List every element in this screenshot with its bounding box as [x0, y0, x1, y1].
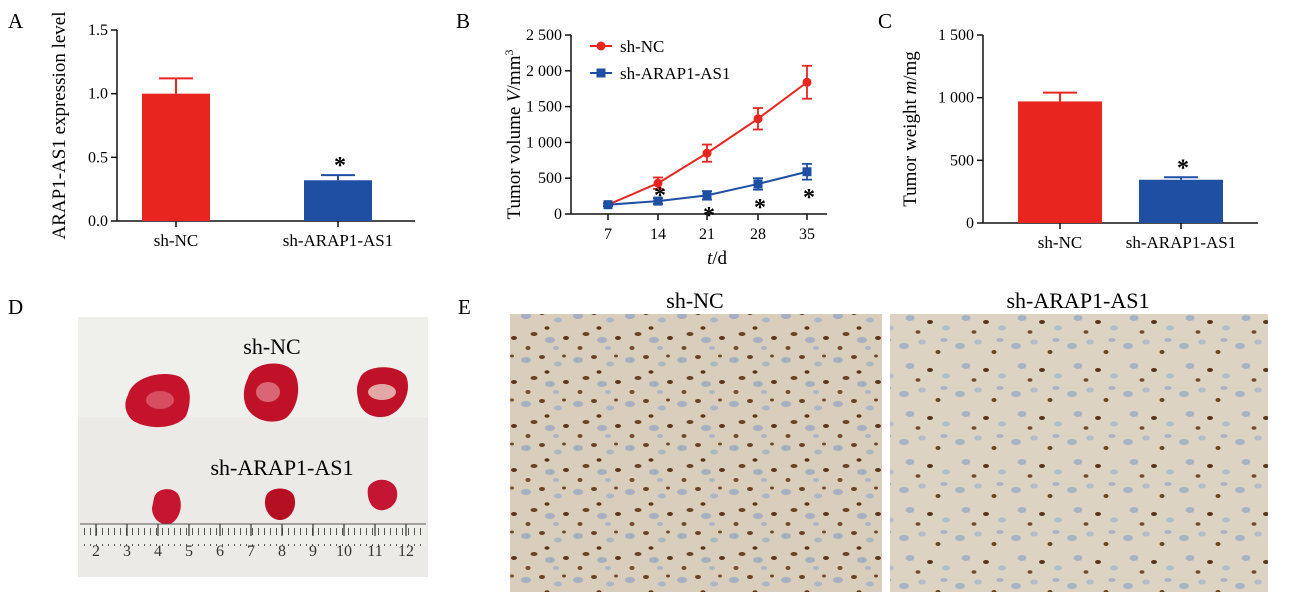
- chart-b-x-axis-label: t/d: [707, 248, 728, 269]
- chart-b-significance-4: *: [803, 185, 815, 211]
- chart-b-y-tick-label: 1 500: [526, 99, 562, 116]
- chart-b-y-label-sup: 3: [502, 50, 516, 56]
- panel-letter-a: A: [8, 9, 24, 33]
- chart-b-x-label-unit: /d: [712, 248, 727, 269]
- ruler-number: 12: [398, 543, 414, 560]
- ruler-number: 6: [216, 543, 224, 560]
- tumor-photo: sh-NC sh-ARAP1-AS1 2 3 4 5 6 7 8 9 10 11 12: [78, 317, 428, 577]
- chart-b-legend-label-1: sh-ARAP1-AS1: [620, 64, 731, 83]
- ruler-number: 5: [185, 543, 193, 560]
- histology-label-sh-nc: sh-NC: [666, 288, 723, 313]
- chart-a-y-tick-label: 1.5: [88, 22, 108, 39]
- chart-b-y-tick-label: 0: [554, 206, 562, 223]
- chart-a: 0.0 0.5 1.0 1.5 sh-NC sh-ARAP1-AS1 * ARAP1-AS1 …: [49, 12, 415, 250]
- histology-image-sh-nc: [510, 314, 882, 592]
- tumor-arap-2: [264, 488, 296, 520]
- histology-label-sh-arap1-as1: sh-ARAP1-AS1: [1006, 288, 1149, 313]
- chart-c-y-label-prefix: Tumor weight: [900, 95, 921, 207]
- chart-b-point-1-0: [603, 200, 613, 210]
- chart-c: 0 500 1 000 1 500 sh-NC sh-ARAP1-AS1 * Tumor we…: [900, 27, 1258, 252]
- chart-c-y-tick-label: 1 500: [938, 27, 974, 44]
- chart-a-category-label: sh-NC: [154, 231, 198, 250]
- panel-letter-b: B: [456, 9, 470, 33]
- chart-b-point-0-4: [802, 77, 812, 87]
- chart-b-point-1-4: [802, 167, 812, 177]
- ruler-number: 8: [278, 543, 286, 560]
- chart-b-y-label-unit: /mm: [504, 55, 525, 90]
- histology-image-sh-arap1-as1: [890, 314, 1268, 592]
- chart-b-significance-3: *: [754, 195, 766, 221]
- chart-b-point-0-3: [753, 114, 763, 124]
- chart-b-x-tick-label: 21: [699, 226, 715, 243]
- chart-b-x-tick-label: 7: [604, 226, 612, 243]
- chart-a-y-tick-label: 0.5: [88, 149, 108, 166]
- chart-b-y-tick-label: 2 500: [526, 27, 562, 44]
- chart-b-legend-marker-1: [596, 68, 606, 78]
- chart-a-bar-1: [304, 180, 372, 221]
- chart-b-significance-1: *: [654, 183, 666, 209]
- chart-b-point-1-3: [753, 179, 763, 189]
- chart-b-y-tick-label: 500: [538, 170, 562, 187]
- ruler-numbers: 2 3 4 5 6 7 8 9 10 11 12: [92, 524, 414, 560]
- chart-b-y-axis-label: Tumor volume V/mm3: [502, 50, 525, 220]
- chart-b-y-label-var: V: [504, 88, 525, 102]
- ruler-number: 10: [336, 543, 352, 560]
- chart-b-point-0-1: [653, 178, 663, 188]
- chart-b-point-0-2: [702, 148, 712, 158]
- chart-a-y-tick-label: 0.0: [88, 213, 108, 230]
- chart-c-y-label-unit: /mg: [900, 51, 921, 81]
- chart-b-y-tick-label: 1 000: [526, 134, 562, 151]
- ruler-number: 11: [367, 543, 382, 560]
- chart-b-y-label-prefix: Tumor volume: [504, 102, 525, 220]
- ruler-number: 3: [123, 543, 131, 560]
- tumor-arap-3: [367, 479, 398, 511]
- tumor-arap-1: [152, 489, 181, 525]
- chart-b-x-tick-label: 35: [799, 226, 815, 243]
- ruler-number: 2: [92, 543, 100, 560]
- chart-c-bar-1: [1139, 179, 1223, 223]
- ruler: [80, 524, 426, 546]
- chart-c-y-tick-label: 0: [966, 215, 974, 232]
- photo-label-sh-nc: sh-NC: [243, 334, 300, 359]
- chart-c-y-label-var: m: [900, 81, 921, 95]
- chart-b-x-tick-label: 28: [750, 226, 766, 243]
- chart-a-significance-1: *: [334, 153, 346, 179]
- ruler-number: 7: [247, 543, 255, 560]
- chart-b-x-label-var: t: [707, 248, 713, 269]
- ruler-number: 4: [154, 543, 162, 560]
- chart-b-point-1-2: [702, 190, 712, 200]
- chart-b-series-line-0: [607, 81, 808, 206]
- panel-letter-e: E: [458, 295, 471, 319]
- chart-c-category-label: sh-NC: [1038, 233, 1082, 252]
- chart-c-y-axis-label: Tumor weight m/mg: [900, 51, 921, 207]
- chart-c-bar-0: [1018, 101, 1102, 223]
- histology-panel: sh-NC sh-ARAP1-AS1: [510, 288, 1268, 592]
- chart-c-category-label: sh-ARAP1-AS1: [1126, 233, 1237, 252]
- chart-a-y-tick-label: 1.0: [88, 86, 108, 103]
- chart-b-legend-marker-0: [596, 41, 606, 51]
- chart-c-y-tick-label: 1 000: [938, 90, 974, 107]
- chart-c-y-tick-label: 500: [950, 152, 974, 169]
- panel-letter-c: C: [878, 9, 892, 33]
- chart-a-y-axis-label: ARAP1-AS1 expression level: [49, 12, 70, 240]
- chart-a-bar-0: [142, 93, 210, 221]
- chart-b-point-1-1: [653, 196, 663, 206]
- photo-label-sh-arap1-as1: sh-ARAP1-AS1: [210, 455, 353, 480]
- chart-b-legend-label-0: sh-NC: [620, 37, 664, 56]
- chart-c-significance-1: *: [1177, 155, 1189, 181]
- chart-b-significance-2: *: [703, 203, 715, 229]
- ruler-number: 9: [309, 543, 317, 560]
- chart-b: 0 500 1 000 1 500 2 000 2 500 7 14 21 28 35 * * * * sh-…: [502, 27, 827, 269]
- chart-a-category-label: sh-ARAP1-AS1: [283, 231, 394, 250]
- chart-b-y-tick-label: 2 000: [526, 63, 562, 80]
- panel-letter-d: D: [8, 295, 23, 319]
- chart-b-x-tick-label: 14: [650, 226, 666, 243]
